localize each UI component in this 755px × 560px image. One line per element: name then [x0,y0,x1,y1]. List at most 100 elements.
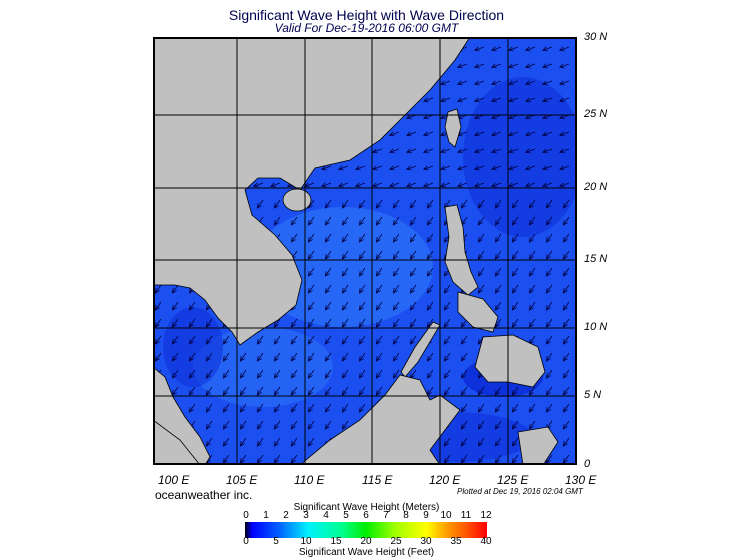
wave-arrow [528,403,536,413]
lat-label: 25 N [584,108,608,120]
wave-arrow [558,46,570,52]
wave-arrow [528,216,536,226]
wave-arrow [511,250,519,260]
wave-arrow [541,63,553,69]
legend-tick: 0 [243,536,249,547]
wave-arrow [290,216,298,226]
wave-arrow [188,369,196,379]
wave-arrow [507,63,519,69]
wave-arrow [371,148,383,154]
wave-arrow [290,386,298,396]
wave-arrow [541,165,553,171]
wave-arrow [222,437,230,447]
wave-arrow [324,369,332,379]
wave-arrow [562,352,570,362]
wave-arrow [375,233,383,243]
wave-arrow [290,403,298,413]
land-asia-mainland [153,37,471,346]
wave-arrow [558,97,570,103]
wave-arrow [290,318,298,328]
wave-arrow [341,352,349,362]
wave-arrow [273,369,281,379]
land-visayas [457,291,499,333]
wave-arrow [273,403,281,413]
legend-tick: 5 [343,510,349,521]
wave-arrow [392,318,400,328]
wave-arrow [409,335,417,345]
wave-arrow [337,182,349,188]
wave-arrow [405,165,417,171]
wave-arrow [477,199,485,209]
wave-arrow [426,250,434,260]
wave-arrow [422,148,434,154]
wave-arrow [341,250,349,260]
wave-arrow [239,403,247,413]
wave-arrow [562,250,570,260]
wave-arrow [494,284,502,294]
wave-arrow [239,437,247,447]
wave-arrow [307,267,315,277]
wave-arrow [490,114,502,120]
wave-arrow [320,182,332,188]
wave-arrow [205,318,213,328]
wave-arrow [507,97,519,103]
wave-arrow [405,148,417,154]
lon-label: 110 E [294,473,325,487]
wave-arrow [456,63,468,69]
wave-arrow [290,420,298,430]
wave-arrow [341,233,349,243]
lat-label: 20 N [584,181,608,193]
wave-arrow [409,216,417,226]
wave-arrow [375,216,383,226]
wave-arrow [545,301,553,311]
wave-arrow [388,148,400,154]
wave-arrow [324,216,332,226]
wave-arrow [256,420,264,430]
wave-arrow [273,352,281,362]
wave-arrow [558,63,570,69]
wave-arrow [205,352,213,362]
wave-arrow [511,216,519,226]
wave-arrow [405,131,417,137]
wave-arrow [524,165,536,171]
wave-arrow [490,148,502,154]
legend-tick: 0 [243,510,249,521]
wave-arrow [256,386,264,396]
wave-arrow [205,403,213,413]
legend-tick: 7 [383,510,389,521]
wave-arrow [392,284,400,294]
wave-arrow [290,369,298,379]
wave-arrow [273,420,281,430]
wave-arrow [490,80,502,86]
wave-arrow [443,437,451,447]
wave-arrow [341,267,349,277]
wave-arrow [154,301,162,311]
wave-arrow [358,267,366,277]
wave-arrow [324,352,332,362]
wave-arrow [511,403,519,413]
wave-arrow [562,369,570,379]
wave-arrow [239,386,247,396]
land-taiwan [444,108,462,148]
wave-arrow [375,386,383,396]
wave-arrow [528,301,536,311]
wave-arrow [473,114,485,120]
wave-arrow [473,80,485,86]
wave-arrow [290,437,298,447]
wave-arrow [307,386,315,396]
wave-arrow [256,352,264,362]
wave-arrow [154,284,162,294]
legend-feet-title: Significant Wave Height (Feet) [298,547,435,558]
wave-arrow [443,318,451,328]
wave-arrow [324,318,332,328]
wave-arrow [511,233,519,243]
wave-arrow [473,131,485,137]
wave-arrow [392,369,400,379]
wave-arrow [171,301,179,311]
wave-arrow [477,403,485,413]
brand-label: oceanweather inc. [155,488,253,502]
wave-arrow [358,216,366,226]
wave-arrow [341,284,349,294]
wave-arrow [171,284,179,294]
lon-label: 105 E [226,473,258,487]
